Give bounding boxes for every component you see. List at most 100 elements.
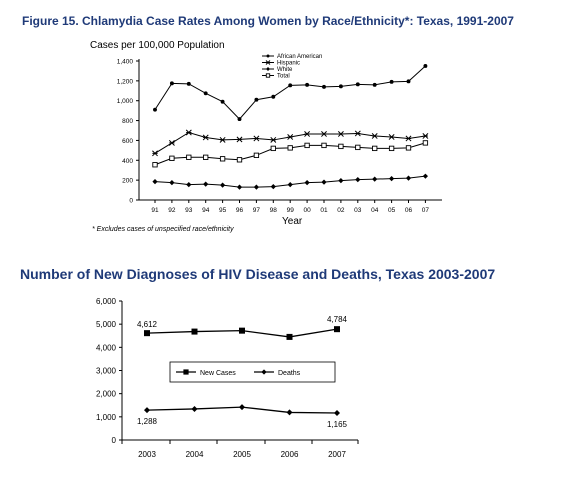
chart2-data-point <box>144 330 150 337</box>
chart1-data-point <box>236 184 243 190</box>
chart1-data-point <box>152 162 158 168</box>
chart1-data-point <box>168 139 175 146</box>
chart1-data-point <box>287 134 294 140</box>
chart2-data-point <box>191 328 198 335</box>
chart1-data-point <box>169 155 175 161</box>
chart2-data-label: 1,288 <box>137 417 158 426</box>
chart1-data-point <box>253 184 259 190</box>
chart1-x-tick-label: 96 <box>236 207 244 214</box>
chart2-data-point <box>239 327 245 334</box>
chart1-y-axis-label: Cases per 100,000 Population <box>90 40 225 51</box>
chart1-data-point <box>185 129 192 136</box>
chart1-data-point <box>389 176 395 182</box>
chart1-data-point <box>186 81 191 86</box>
chart1-y-tick-label: 600 <box>122 138 133 145</box>
chart1-x-tick-label: 94 <box>202 207 210 214</box>
chart1-data-point <box>288 83 293 88</box>
chart1-data-point <box>355 144 361 151</box>
chart2-data-label: 1,165 <box>327 420 348 429</box>
chart2-y-tick-label: 3,000 <box>96 367 117 376</box>
chart1-data-point <box>203 154 209 160</box>
chart2-y-tick-label: 4,000 <box>96 343 117 352</box>
chart1-data-point <box>270 145 276 152</box>
chart2-data-label: 4,612 <box>137 320 158 329</box>
chart1-data-point <box>270 136 277 143</box>
chart2-y-tick-label: 1,000 <box>96 413 117 422</box>
chart1-x-tick-label: 03 <box>354 207 362 214</box>
chart2-title: Number of New Diagnoses of HIV Disease a… <box>20 266 496 282</box>
chart1-x-tick-label: 06 <box>405 207 413 214</box>
chart1-data-point <box>355 82 360 87</box>
chart2-data-point <box>239 404 245 411</box>
chart1-x-tick-label: 05 <box>388 207 396 214</box>
chart1-data-point <box>219 156 226 162</box>
chart1-y-tick-label: 1,400 <box>117 59 134 66</box>
chart1-data-point <box>253 135 260 142</box>
chart1-data-point <box>304 180 310 186</box>
chart1-data-point <box>202 134 209 141</box>
chart1-data-point <box>237 117 242 122</box>
chart2-y-tick-label: 6,000 <box>96 297 117 306</box>
chart1-data-point <box>406 79 411 84</box>
chart1-data-point <box>371 133 378 139</box>
chart1-legend-marker <box>265 73 271 78</box>
chart1-x-tick-label: 99 <box>287 207 295 214</box>
chart1-data-point <box>322 84 326 89</box>
chart1-y-tick-label: 400 <box>122 158 133 165</box>
chart1-x-tick-label: 92 <box>168 207 176 214</box>
chart1-data-point <box>389 79 394 84</box>
chart1-legend-marker <box>265 60 271 65</box>
chart1-data-point <box>254 97 259 102</box>
chart1-legend-marker <box>266 54 270 58</box>
chart2-x-tick-label: 2005 <box>233 450 251 459</box>
chart1-data-point <box>236 157 243 163</box>
chart2-legend-marker <box>183 369 189 375</box>
chart1-data-point <box>220 99 225 104</box>
chart1-legend-label: White <box>277 67 293 73</box>
chart1-data-point <box>321 142 327 149</box>
chart2-data-point <box>286 409 293 416</box>
chart2-data-point <box>191 405 198 412</box>
chart2-x-tick-label: 2006 <box>281 450 299 459</box>
chart1-data-point <box>152 179 158 185</box>
chart1-data-point <box>152 150 158 157</box>
chart1-data-point <box>304 142 310 149</box>
chart1-x-tick-label: 04 <box>371 207 379 214</box>
chart1-data-point <box>405 145 412 151</box>
chart2-data-label: 4,784 <box>327 315 348 324</box>
chart1-y-tick-label: 1,000 <box>117 98 134 105</box>
chart1-x-tick-label: 07 <box>422 207 430 214</box>
chart2-data-point <box>144 407 150 414</box>
chart1-data-point <box>388 134 395 140</box>
chart1-data-point <box>203 181 209 187</box>
chart1-x-axis-label: Year <box>282 216 303 227</box>
chart1-data-point <box>338 84 343 89</box>
chart1-data-point <box>423 64 428 68</box>
chart1-legend-marker <box>266 67 270 71</box>
chart2-legend <box>169 361 336 383</box>
chart1-x-tick-label: 01 <box>320 207 328 214</box>
chart1-data-point <box>287 145 293 151</box>
chart1-data-point <box>236 136 243 143</box>
chart1-data-point <box>422 140 429 146</box>
chart1-footnote: * Excludes cases of unspecified race/eth… <box>92 226 234 233</box>
chart1-data-point <box>372 176 378 182</box>
chart1-data-point <box>354 130 361 137</box>
chart1-data-point <box>321 131 327 137</box>
chart1-data-point <box>321 179 327 185</box>
chart2-legend-marker <box>261 369 267 375</box>
chart1-legend-label: Hispanic <box>277 61 300 67</box>
chart1-data-point <box>338 178 344 184</box>
chart1-data-point <box>388 145 395 152</box>
chart2-y-tick-label: 2,000 <box>96 390 117 399</box>
chart1-data-point <box>405 175 412 181</box>
chart2-data-point <box>286 333 293 340</box>
chart1-data-point <box>253 152 260 158</box>
chart1-data-point <box>270 183 276 190</box>
chart1-legend-label: Total <box>277 74 290 80</box>
chart2-legend-label: New Cases <box>200 370 236 377</box>
chart1-data-point <box>304 131 311 137</box>
chart1-y-tick-label: 0 <box>129 198 133 205</box>
